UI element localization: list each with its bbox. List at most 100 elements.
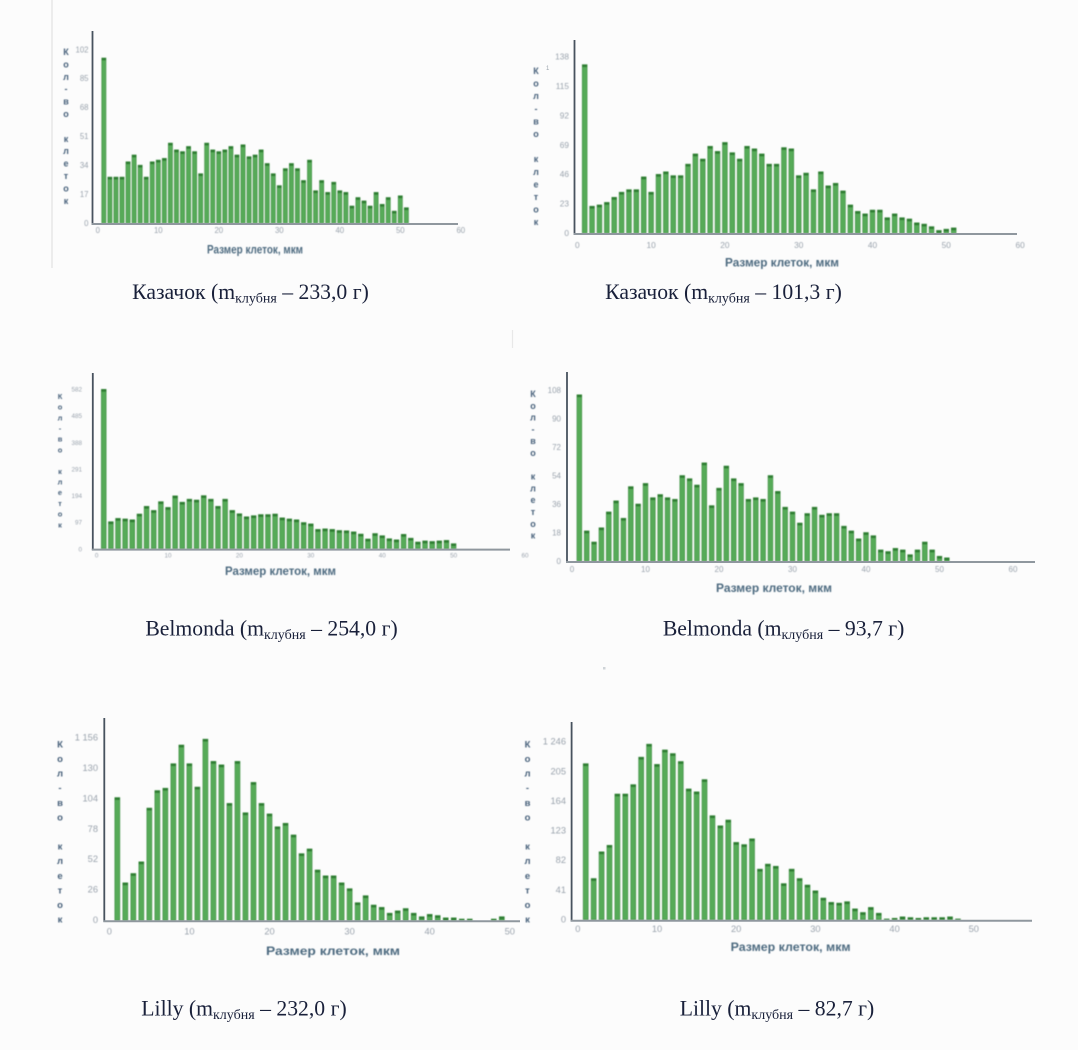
svg-text:в: в (58, 435, 63, 444)
svg-text:-: - (526, 783, 529, 794)
svg-text:68: 68 (80, 103, 89, 112)
svg-text:90: 90 (552, 414, 561, 423)
svg-text:К: К (63, 47, 69, 57)
svg-text:10: 10 (641, 565, 650, 574)
svg-text:10: 10 (164, 553, 172, 560)
svg-text:60: 60 (456, 226, 465, 235)
svg-text:к: к (58, 467, 62, 476)
svg-text:о: о (57, 754, 63, 765)
svg-text:л: л (524, 856, 530, 867)
svg-text:50: 50 (450, 553, 458, 560)
svg-text:в: в (530, 436, 536, 446)
svg-text:52: 52 (88, 854, 98, 864)
svg-text:о: о (533, 205, 539, 215)
svg-text:о: о (63, 109, 69, 119)
svg-text:97: 97 (75, 520, 83, 527)
svg-text:40: 40 (862, 565, 871, 574)
svg-text:85: 85 (80, 74, 89, 83)
svg-text:е: е (530, 495, 535, 505)
svg-text:20: 20 (720, 240, 730, 250)
svg-text:0: 0 (575, 924, 580, 934)
svg-text:0: 0 (575, 240, 580, 250)
svg-text:л: л (533, 91, 539, 101)
svg-text:26: 26 (88, 885, 98, 895)
svg-text:72: 72 (552, 443, 561, 452)
svg-text:л: л (63, 72, 69, 82)
svg-text:104: 104 (82, 793, 98, 803)
svg-text:50: 50 (396, 226, 405, 235)
svg-text:т: т (525, 885, 530, 896)
svg-text:в: в (525, 798, 531, 809)
svg-text:40: 40 (425, 927, 435, 937)
svg-text:0: 0 (95, 553, 99, 560)
svg-text:30: 30 (344, 927, 354, 937)
svg-text:Размер клеток, мкм: Размер клеток, мкм (725, 256, 839, 270)
svg-text:54: 54 (552, 471, 561, 480)
svg-text:-: - (532, 424, 535, 434)
svg-text:30: 30 (794, 240, 804, 250)
svg-text:о: о (533, 129, 539, 139)
svg-text:388: 388 (71, 440, 82, 447)
svg-text:-: - (59, 424, 62, 433)
svg-text:о: о (530, 401, 536, 411)
svg-text:0: 0 (93, 915, 98, 925)
svg-text:К: К (530, 389, 536, 399)
svg-text:102: 102 (75, 45, 88, 54)
svg-text:в: в (63, 97, 69, 107)
svg-text:е: е (58, 488, 62, 497)
svg-text:10: 10 (652, 924, 662, 934)
svg-text:-: - (535, 104, 538, 114)
svg-text:1: 1 (546, 66, 550, 72)
svg-text:0: 0 (561, 914, 566, 924)
svg-text:т: т (58, 499, 62, 508)
svg-text:36: 36 (552, 500, 561, 509)
svg-text:291: 291 (71, 466, 82, 473)
svg-text:л: л (57, 856, 63, 867)
svg-text:о: о (57, 900, 63, 911)
svg-text:0: 0 (564, 228, 569, 238)
svg-text:30: 30 (307, 553, 315, 560)
svg-text:1 156: 1 156 (75, 733, 98, 743)
svg-text:50: 50 (505, 927, 515, 937)
svg-text:Размер клеток, мкм: Размер клеток, мкм (225, 564, 336, 578)
svg-text:о: о (525, 900, 531, 911)
svg-text:л: л (63, 146, 69, 156)
svg-text:к: к (64, 134, 69, 144)
svg-text:л: л (533, 167, 539, 177)
svg-text:к: к (531, 531, 536, 541)
svg-text:485: 485 (71, 413, 82, 420)
svg-text:108: 108 (548, 386, 562, 395)
svg-text:о: о (525, 812, 531, 823)
svg-text:К: К (58, 392, 63, 401)
svg-text:е: е (525, 871, 530, 882)
svg-text:о: о (63, 183, 69, 193)
svg-text:к: к (525, 842, 530, 853)
svg-text:0: 0 (570, 565, 575, 574)
svg-text:115: 115 (556, 81, 570, 91)
svg-text:60: 60 (521, 553, 529, 560)
svg-text:л: л (530, 413, 536, 423)
svg-text:20: 20 (715, 565, 724, 574)
svg-text:о: о (58, 510, 63, 519)
svg-text:20: 20 (731, 924, 741, 934)
svg-text:Размер клеток, мкм: Размер клеток, мкм (207, 243, 303, 257)
svg-text:30: 30 (788, 565, 797, 574)
svg-text:К: К (533, 66, 539, 76)
svg-text:41: 41 (556, 885, 566, 895)
svg-text:20: 20 (214, 226, 223, 235)
svg-text:е: е (57, 871, 62, 882)
svg-text:34: 34 (80, 161, 89, 170)
svg-text:л: л (524, 769, 530, 780)
svg-text:к: к (58, 520, 62, 529)
svg-text:о: о (58, 403, 63, 412)
svg-text:138: 138 (555, 52, 569, 62)
svg-text:92: 92 (560, 110, 570, 120)
svg-text:т: т (534, 192, 539, 202)
svg-text:194: 194 (71, 493, 82, 500)
svg-text:20: 20 (264, 927, 274, 937)
svg-text:40: 40 (379, 553, 387, 560)
svg-text:30: 30 (810, 924, 820, 934)
svg-text:К: К (57, 739, 63, 750)
svg-text:17: 17 (80, 190, 89, 199)
svg-text:т: т (531, 507, 536, 517)
